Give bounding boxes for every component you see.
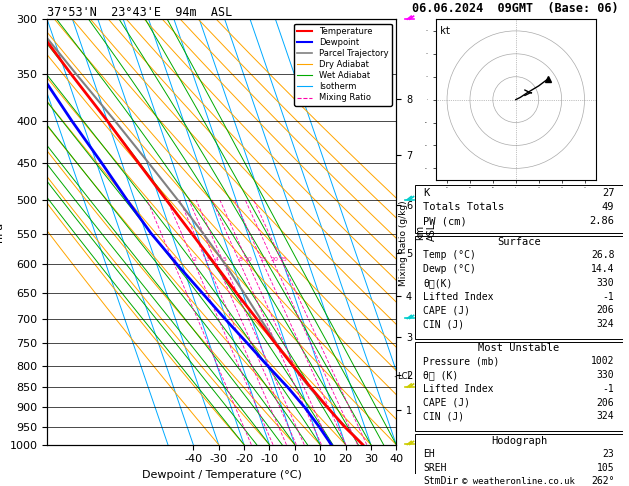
Text: StmDir: StmDir [423,476,459,486]
Text: Most Unstable: Most Unstable [478,344,560,353]
Text: 25: 25 [279,257,287,262]
Text: 14.4: 14.4 [591,264,615,274]
Text: 37°53'N  23°43'E  94m  ASL: 37°53'N 23°43'E 94m ASL [47,6,233,19]
Text: 10: 10 [245,257,252,262]
Text: θᴇ(K): θᴇ(K) [423,278,453,288]
Text: Totals Totals: Totals Totals [423,202,504,212]
Bar [415,236,623,339]
Text: 26.8: 26.8 [591,250,615,260]
Text: 20: 20 [270,257,279,262]
Bar [415,185,623,233]
Text: Temp (°C): Temp (°C) [423,250,476,260]
Text: 06.06.2024  09GMT  (Base: 06): 06.06.2024 09GMT (Base: 06) [412,2,618,15]
Legend: Temperature, Dewpoint, Parcel Trajectory, Dry Adiabat, Wet Adiabat, Isotherm, Mi: Temperature, Dewpoint, Parcel Trajectory… [294,24,392,106]
Text: © weatheronline.co.uk: © weatheronline.co.uk [462,477,576,486]
Text: 8: 8 [238,257,243,262]
Text: Lifted Index: Lifted Index [423,292,494,301]
Bar [415,342,623,432]
Text: 206: 206 [597,305,615,315]
Text: θᴇ (K): θᴇ (K) [423,370,459,380]
Text: -1: -1 [603,384,615,394]
Text: PW (cm): PW (cm) [423,216,467,226]
Text: 3: 3 [206,257,209,262]
Text: -1: -1 [603,292,615,301]
Text: 1002: 1002 [591,356,615,366]
Y-axis label: hPa: hPa [0,222,4,242]
Text: 330: 330 [597,370,615,380]
Text: 23: 23 [603,449,615,459]
Text: 4: 4 [215,257,219,262]
Text: 1: 1 [172,257,176,262]
Text: 2: 2 [193,257,197,262]
Text: kt: kt [440,26,452,36]
X-axis label: Dewpoint / Temperature (°C): Dewpoint / Temperature (°C) [142,470,302,480]
Text: 27: 27 [602,188,615,198]
Text: CIN (J): CIN (J) [423,319,465,329]
Text: 206: 206 [597,398,615,408]
Text: 105: 105 [597,463,615,472]
Text: CIN (J): CIN (J) [423,412,465,421]
Text: Surface: Surface [497,237,541,247]
Text: 330: 330 [597,278,615,288]
Text: 324: 324 [597,319,615,329]
Y-axis label: km
ASL: km ASL [415,223,437,241]
Text: SREH: SREH [423,463,447,472]
Text: 49: 49 [602,202,615,212]
Text: Hodograph: Hodograph [491,436,547,446]
Text: CAPE (J): CAPE (J) [423,305,470,315]
Text: 2.86: 2.86 [589,216,615,226]
Text: 5: 5 [223,257,226,262]
Text: Mixing Ratio (g/kg): Mixing Ratio (g/kg) [399,200,408,286]
Text: 15: 15 [260,257,267,262]
Text: EH: EH [423,449,435,459]
Bar [415,434,623,486]
Text: Pressure (mb): Pressure (mb) [423,356,500,366]
Text: 324: 324 [597,412,615,421]
Text: Lifted Index: Lifted Index [423,384,494,394]
Text: CAPE (J): CAPE (J) [423,398,470,408]
Text: 262°: 262° [591,476,615,486]
Text: LCL: LCL [398,372,413,381]
Text: K: K [423,188,430,198]
Text: Dewp (°C): Dewp (°C) [423,264,476,274]
